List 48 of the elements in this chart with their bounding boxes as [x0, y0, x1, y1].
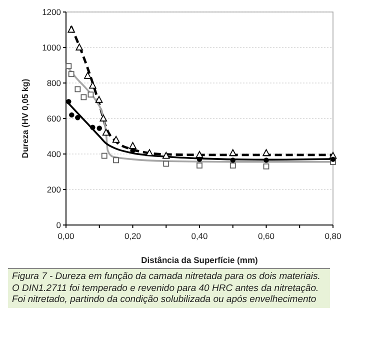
point [68, 26, 75, 33]
y-tick-label: 400 [46, 149, 62, 159]
point [264, 158, 269, 163]
y-axis-title: Dureza (HV 0,05 kg) [20, 78, 30, 158]
point [90, 124, 96, 130]
point [95, 96, 103, 103]
x-tick-label: 0,20 [124, 231, 142, 241]
point [74, 86, 81, 92]
y-tick-label: 1000 [42, 42, 62, 52]
point [113, 157, 120, 164]
x-tick-label: 0,80 [324, 231, 342, 241]
point [196, 150, 204, 158]
y-tick-label: 1200 [42, 7, 62, 17]
point [69, 112, 74, 118]
y-tick-label: 800 [46, 78, 62, 88]
x-tick-label: 0,40 [191, 231, 208, 241]
point [196, 162, 202, 168]
point [96, 126, 102, 131]
point [262, 149, 270, 156]
point [76, 44, 83, 50]
point [230, 158, 236, 163]
y-tick-label: 200 [46, 184, 62, 194]
point [196, 156, 202, 162]
point [84, 72, 92, 79]
point [75, 115, 80, 120]
point [229, 149, 237, 156]
point [88, 92, 94, 98]
point [162, 152, 170, 159]
point [112, 136, 120, 143]
point [330, 156, 336, 162]
point [68, 71, 74, 78]
point [66, 99, 72, 104]
point [230, 162, 236, 168]
point [163, 160, 170, 167]
point [101, 152, 108, 159]
x-axis-title: Distância da Superfície (mm) [141, 255, 258, 265]
point [100, 114, 108, 122]
text: Figura 7 - Dureza em função da camada nitretada para os dois materiais. O DIN1.2711 foi temperado e revenido para 40 HRC antes da nitretação. Foi nitretado, partindo da condição solubilizada ou após envelhecimento [8, 268, 330, 308]
y-tick-label: 600 [46, 114, 62, 124]
x-tick-label: 0,00 [58, 231, 75, 241]
point [146, 149, 154, 156]
point [80, 94, 87, 100]
point [129, 142, 136, 149]
x-tick-label: 0,60 [258, 231, 275, 241]
point [263, 163, 270, 170]
point [66, 63, 72, 70]
y-tick-label: 0 [56, 220, 62, 230]
point [102, 128, 110, 136]
